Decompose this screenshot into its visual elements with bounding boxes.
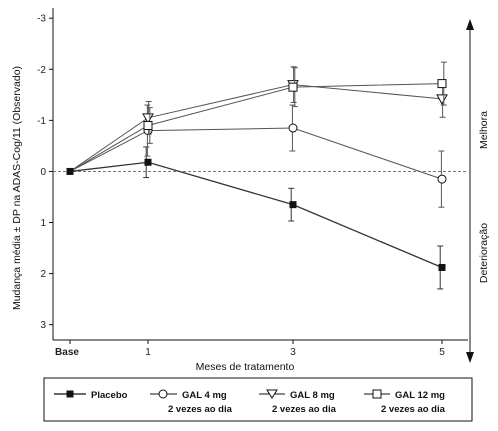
legend-marker-triangle-down: [266, 389, 278, 399]
legend-label: GAL 4 mg: [182, 390, 227, 401]
x-tick-label: 1: [145, 347, 151, 358]
legend-frame: [43, 377, 473, 422]
data-point-gal8: [142, 113, 154, 124]
legend: Placebo GAL 4 mg 2 vezes ao dia GAL 8 mg…: [43, 377, 473, 422]
series-line: [69, 84, 443, 172]
legend-label-line2: 2 vezes ao dia: [272, 404, 337, 415]
y-tick-label: 2: [40, 269, 46, 280]
x-tick-label: 3: [290, 347, 296, 358]
y-tick-label: -1: [37, 116, 46, 127]
legend-item-gal12: GAL 12 mg 2 vezes ao dia: [364, 389, 446, 415]
data-point-placebo: [144, 158, 152, 166]
x-tick-label: 5: [439, 347, 445, 358]
plot-layer: 3 2 1 0 -1 -2 -3 Base 1 3 5: [37, 8, 474, 363]
y-tick-label: -3: [37, 14, 46, 25]
data-point-gal4: [288, 123, 298, 133]
data-point-baseline: [66, 167, 74, 175]
legend-marker-filled-square: [66, 390, 74, 398]
legend-label-line2: 2 vezes ao dia: [168, 404, 233, 415]
data-point-gal12: [288, 82, 298, 92]
data-point-gal4: [437, 174, 447, 184]
series-line: [69, 127, 443, 180]
arrow-down-icon: [466, 352, 474, 363]
data-point-gal8: [436, 94, 448, 105]
deterioration-label: Deterioração: [478, 223, 490, 283]
data-point-gal12: [143, 120, 153, 130]
legend-item-gal8: GAL 8 mg 2 vezes ao dia: [259, 389, 337, 415]
y-tick-label: 0: [40, 167, 46, 178]
arrow-up-icon: [466, 19, 474, 30]
legend-label: GAL 12 mg: [395, 390, 445, 401]
y-tick-label: 1: [40, 218, 46, 229]
data-point-placebo: [289, 201, 297, 209]
series-line: [69, 83, 443, 172]
x-axis-title: Meses de tratamento: [196, 361, 295, 373]
legend-label: GAL 8 mg: [290, 390, 335, 401]
legend-marker-circle: [158, 389, 168, 399]
legend-item-placebo: Placebo: [54, 390, 128, 401]
series-line: [69, 161, 443, 269]
data-point-gal12: [437, 79, 447, 89]
legend-label-line2: 2 vezes ao dia: [381, 404, 446, 415]
legend-marker-open-square: [372, 389, 382, 399]
y-axis-title: Mudança média ± DP na ADAS-Cog/11 (Obser…: [11, 66, 23, 310]
x-tick-label: Base: [55, 347, 79, 358]
improvement-label: Melhora: [478, 111, 490, 149]
legend-item-gal4: GAL 4 mg 2 vezes ao dia: [150, 389, 233, 415]
y-tick-label: 3: [40, 320, 46, 331]
y-tick-label: -2: [37, 65, 46, 76]
legend-label: Placebo: [91, 390, 128, 401]
data-point-placebo: [438, 263, 446, 271]
